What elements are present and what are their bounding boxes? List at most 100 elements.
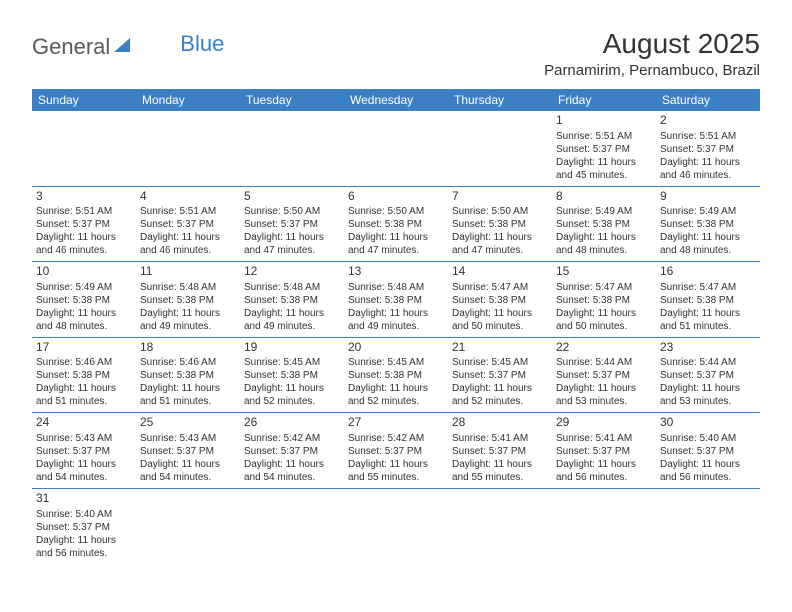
day-number: 31 — [36, 491, 132, 507]
daylight-text: Daylight: 11 hours and 53 minutes. — [556, 382, 652, 408]
sunrise-text: Sunrise: 5:47 AM — [660, 281, 756, 294]
calendar-day-cell — [448, 111, 552, 186]
sunset-text: Sunset: 5:37 PM — [36, 445, 132, 458]
daylight-text: Daylight: 11 hours and 56 minutes. — [556, 458, 652, 484]
weekday-header: Sunday — [32, 89, 136, 111]
sunset-text: Sunset: 5:37 PM — [660, 369, 756, 382]
calendar-week-row: 10Sunrise: 5:49 AMSunset: 5:38 PMDayligh… — [32, 262, 760, 338]
calendar-day-cell: 3Sunrise: 5:51 AMSunset: 5:37 PMDaylight… — [32, 186, 136, 262]
logo: General Blue — [32, 34, 224, 60]
calendar-day-cell: 19Sunrise: 5:45 AMSunset: 5:38 PMDayligh… — [240, 337, 344, 413]
calendar-day-cell: 18Sunrise: 5:46 AMSunset: 5:38 PMDayligh… — [136, 337, 240, 413]
day-number: 28 — [452, 415, 548, 431]
calendar-table: Sunday Monday Tuesday Wednesday Thursday… — [32, 89, 760, 564]
weekday-header: Monday — [136, 89, 240, 111]
day-number: 10 — [36, 264, 132, 280]
sunset-text: Sunset: 5:38 PM — [244, 294, 340, 307]
daylight-text: Daylight: 11 hours and 55 minutes. — [348, 458, 444, 484]
logo-text-general: General — [32, 34, 110, 60]
daylight-text: Daylight: 11 hours and 47 minutes. — [452, 231, 548, 257]
day-number: 17 — [36, 340, 132, 356]
calendar-day-cell — [552, 488, 656, 563]
calendar-day-cell: 24Sunrise: 5:43 AMSunset: 5:37 PMDayligh… — [32, 413, 136, 489]
day-number: 26 — [244, 415, 340, 431]
weekday-header: Saturday — [656, 89, 760, 111]
sunset-text: Sunset: 5:38 PM — [452, 218, 548, 231]
calendar-day-cell: 26Sunrise: 5:42 AMSunset: 5:37 PMDayligh… — [240, 413, 344, 489]
month-title: August 2025 — [544, 28, 760, 60]
daylight-text: Daylight: 11 hours and 49 minutes. — [244, 307, 340, 333]
daylight-text: Daylight: 11 hours and 48 minutes. — [660, 231, 756, 257]
calendar-day-cell — [344, 111, 448, 186]
sunrise-text: Sunrise: 5:51 AM — [660, 130, 756, 143]
calendar-day-cell: 8Sunrise: 5:49 AMSunset: 5:38 PMDaylight… — [552, 186, 656, 262]
sunset-text: Sunset: 5:37 PM — [556, 445, 652, 458]
calendar-day-cell: 21Sunrise: 5:45 AMSunset: 5:37 PMDayligh… — [448, 337, 552, 413]
day-number: 5 — [244, 189, 340, 205]
calendar-day-cell: 15Sunrise: 5:47 AMSunset: 5:38 PMDayligh… — [552, 262, 656, 338]
sunset-text: Sunset: 5:37 PM — [348, 445, 444, 458]
day-number: 21 — [452, 340, 548, 356]
day-number: 6 — [348, 189, 444, 205]
calendar-day-cell — [656, 488, 760, 563]
day-number: 23 — [660, 340, 756, 356]
sunset-text: Sunset: 5:37 PM — [660, 445, 756, 458]
sunrise-text: Sunrise: 5:45 AM — [452, 356, 548, 369]
daylight-text: Daylight: 11 hours and 45 minutes. — [556, 156, 652, 182]
day-number: 22 — [556, 340, 652, 356]
calendar-day-cell: 12Sunrise: 5:48 AMSunset: 5:38 PMDayligh… — [240, 262, 344, 338]
day-number: 3 — [36, 189, 132, 205]
sunset-text: Sunset: 5:37 PM — [556, 369, 652, 382]
calendar-day-cell: 5Sunrise: 5:50 AMSunset: 5:37 PMDaylight… — [240, 186, 344, 262]
daylight-text: Daylight: 11 hours and 46 minutes. — [660, 156, 756, 182]
sunrise-text: Sunrise: 5:51 AM — [556, 130, 652, 143]
weekday-header: Wednesday — [344, 89, 448, 111]
day-number: 8 — [556, 189, 652, 205]
daylight-text: Daylight: 11 hours and 47 minutes. — [244, 231, 340, 257]
calendar-week-row: 17Sunrise: 5:46 AMSunset: 5:38 PMDayligh… — [32, 337, 760, 413]
day-number: 12 — [244, 264, 340, 280]
day-number: 9 — [660, 189, 756, 205]
sunrise-text: Sunrise: 5:50 AM — [348, 205, 444, 218]
sunrise-text: Sunrise: 5:50 AM — [244, 205, 340, 218]
sunset-text: Sunset: 5:37 PM — [244, 218, 340, 231]
sunset-text: Sunset: 5:37 PM — [452, 369, 548, 382]
calendar-day-cell: 9Sunrise: 5:49 AMSunset: 5:38 PMDaylight… — [656, 186, 760, 262]
daylight-text: Daylight: 11 hours and 51 minutes. — [140, 382, 236, 408]
sunset-text: Sunset: 5:37 PM — [660, 143, 756, 156]
sunset-text: Sunset: 5:37 PM — [140, 218, 236, 231]
weekday-header-row: Sunday Monday Tuesday Wednesday Thursday… — [32, 89, 760, 111]
calendar-day-cell: 1Sunrise: 5:51 AMSunset: 5:37 PMDaylight… — [552, 111, 656, 186]
calendar-day-cell: 17Sunrise: 5:46 AMSunset: 5:38 PMDayligh… — [32, 337, 136, 413]
sunset-text: Sunset: 5:37 PM — [36, 521, 132, 534]
calendar-day-cell — [32, 111, 136, 186]
daylight-text: Daylight: 11 hours and 56 minutes. — [36, 534, 132, 560]
sunrise-text: Sunrise: 5:41 AM — [452, 432, 548, 445]
daylight-text: Daylight: 11 hours and 51 minutes. — [660, 307, 756, 333]
day-number: 2 — [660, 113, 756, 129]
sunset-text: Sunset: 5:38 PM — [348, 218, 444, 231]
sunset-text: Sunset: 5:38 PM — [660, 218, 756, 231]
sunrise-text: Sunrise: 5:45 AM — [244, 356, 340, 369]
daylight-text: Daylight: 11 hours and 48 minutes. — [556, 231, 652, 257]
sunrise-text: Sunrise: 5:44 AM — [556, 356, 652, 369]
calendar-day-cell — [448, 488, 552, 563]
sunset-text: Sunset: 5:38 PM — [556, 294, 652, 307]
calendar-day-cell: 27Sunrise: 5:42 AMSunset: 5:37 PMDayligh… — [344, 413, 448, 489]
sunrise-text: Sunrise: 5:49 AM — [660, 205, 756, 218]
day-number: 27 — [348, 415, 444, 431]
sunrise-text: Sunrise: 5:43 AM — [36, 432, 132, 445]
calendar-day-cell: 23Sunrise: 5:44 AMSunset: 5:37 PMDayligh… — [656, 337, 760, 413]
sunrise-text: Sunrise: 5:47 AM — [556, 281, 652, 294]
sunrise-text: Sunrise: 5:48 AM — [348, 281, 444, 294]
calendar-day-cell: 2Sunrise: 5:51 AMSunset: 5:37 PMDaylight… — [656, 111, 760, 186]
sunrise-text: Sunrise: 5:43 AM — [140, 432, 236, 445]
daylight-text: Daylight: 11 hours and 52 minutes. — [452, 382, 548, 408]
sunset-text: Sunset: 5:38 PM — [348, 294, 444, 307]
sunrise-text: Sunrise: 5:48 AM — [140, 281, 236, 294]
sunset-text: Sunset: 5:37 PM — [556, 143, 652, 156]
location: Parnamirim, Pernambuco, Brazil — [544, 62, 760, 79]
calendar-day-cell — [240, 111, 344, 186]
calendar-week-row: 1Sunrise: 5:51 AMSunset: 5:37 PMDaylight… — [32, 111, 760, 186]
sunrise-text: Sunrise: 5:51 AM — [36, 205, 132, 218]
